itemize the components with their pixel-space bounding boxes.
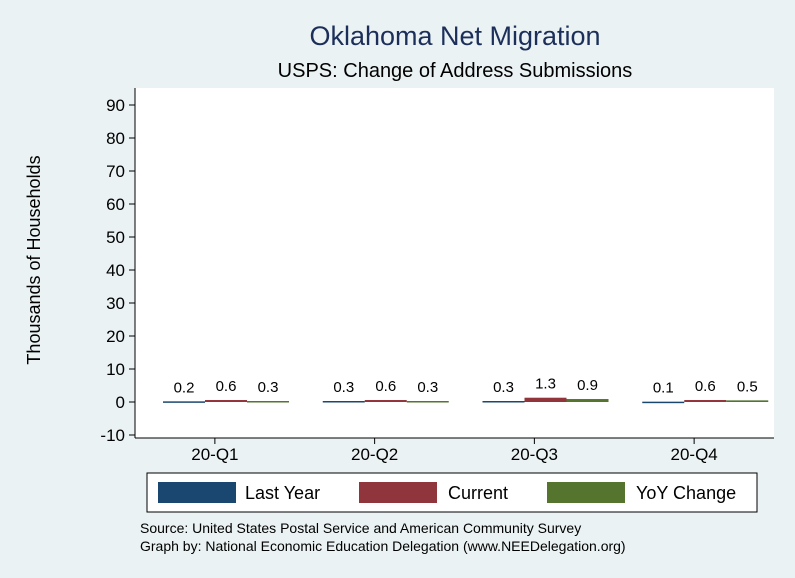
x-tick-label: 20-Q1 [191, 445, 238, 464]
y-tick-label: 80 [106, 129, 125, 148]
y-tick-label: 60 [106, 195, 125, 214]
bar [163, 401, 205, 403]
bar [322, 401, 365, 403]
y-tick-label: -10 [100, 426, 125, 445]
chart-title: Oklahoma Net Migration [309, 21, 600, 51]
credit-note: Graph by: National Economic Education De… [140, 538, 626, 554]
y-tick-label: 20 [106, 327, 125, 346]
data-label: 0.3 [417, 379, 438, 396]
y-axis: -10 0 10 20 30 40 50 60 70 80 90 [100, 88, 136, 445]
x-axis: 20-Q1 20-Q2 20-Q3 20-Q4 [135, 437, 774, 464]
data-label: 0.3 [333, 379, 354, 396]
data-label: 1.3 [535, 376, 556, 393]
chart-subtitle: USPS: Change of Address Submissions [278, 60, 633, 82]
x-tick-label: 20-Q2 [351, 445, 398, 464]
legend-swatch [547, 482, 625, 503]
bar [726, 400, 769, 402]
plot-area [135, 88, 774, 438]
x-tick-label: 20-Q4 [671, 445, 718, 464]
bar [364, 400, 407, 402]
legend: Last Year Current YoY Change [158, 482, 736, 503]
legend-label: YoY Change [636, 483, 736, 503]
bar [684, 400, 727, 402]
y-tick-label: 90 [106, 96, 125, 115]
data-label: 0.5 [737, 378, 758, 395]
y-tick-label: 0 [116, 393, 125, 412]
y-tick-label: 10 [106, 360, 125, 379]
y-tick-label: 70 [106, 162, 125, 181]
bar [406, 401, 449, 403]
y-axis-label: Thousands of Households [24, 155, 44, 364]
bars [163, 397, 769, 404]
data-label: 0.9 [577, 377, 598, 394]
legend-swatch [158, 482, 236, 503]
bar [642, 401, 685, 404]
data-label: 0.3 [493, 379, 514, 396]
data-label: 0.6 [695, 378, 716, 395]
data-labels: 0.2 0.6 0.3 0.3 0.6 0.3 0.3 1.3 0.9 0.1 0.6 0.5 [174, 376, 758, 397]
bar [524, 397, 567, 402]
legend-label: Last Year [245, 483, 320, 503]
y-tick-label: 40 [106, 261, 125, 280]
data-label: 0.6 [216, 378, 237, 395]
legend-label: Current [448, 483, 508, 503]
y-tick-label: 50 [106, 228, 125, 247]
bar [566, 399, 609, 402]
source-note: Source: United States Postal Service and… [140, 520, 581, 536]
data-label: 0.3 [258, 379, 279, 396]
legend-box [146, 472, 758, 513]
data-label: 0.2 [174, 379, 195, 396]
data-label: 0.6 [375, 378, 396, 395]
bar [205, 400, 247, 402]
x-tick-label: 20-Q3 [511, 445, 558, 464]
bar [482, 401, 525, 403]
data-label: 0.1 [653, 380, 674, 397]
legend-swatch [359, 482, 437, 503]
y-tick-label: 30 [106, 294, 125, 313]
bar [247, 401, 289, 403]
